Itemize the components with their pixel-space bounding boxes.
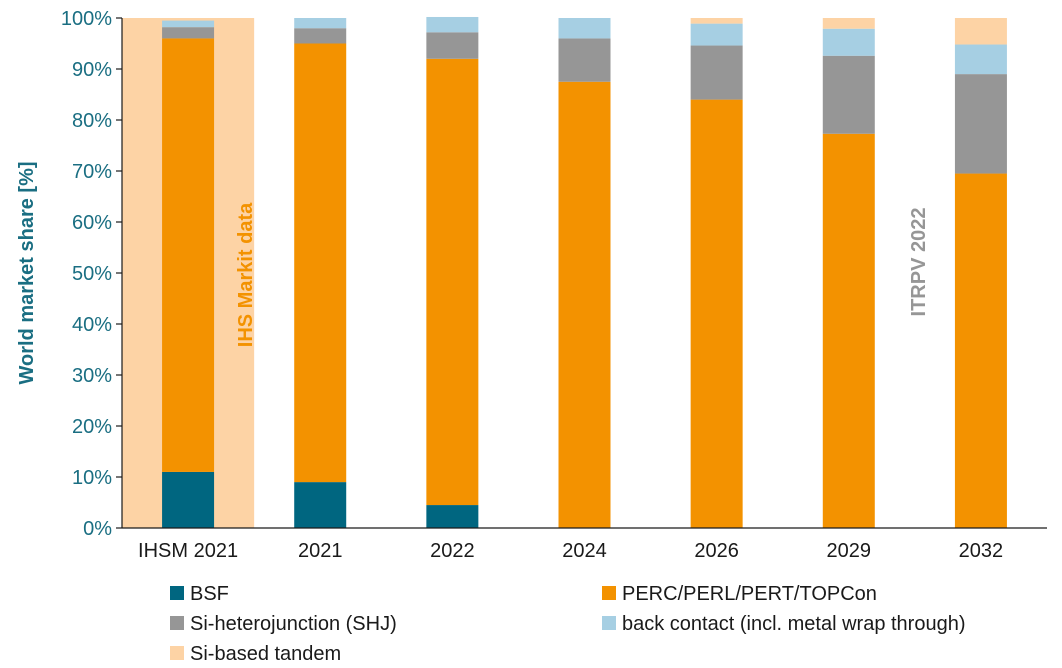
bar-segment	[426, 58, 479, 506]
bar-segment	[690, 18, 743, 24]
bar-segment	[426, 16, 479, 33]
bar-segment	[690, 99, 743, 528]
legend: BSF PERC/PERL/PERT/TOPCon Si-heterojunctio…	[170, 583, 966, 665]
x-tick-label: 2029	[827, 540, 872, 562]
legend-swatch	[170, 646, 184, 660]
y-tick-label: 20%	[72, 416, 112, 438]
legend-swatch	[170, 586, 184, 600]
legend-label: PERC/PERL/PERT/TOPCon	[622, 583, 877, 605]
bar-segment	[822, 55, 875, 134]
bar-segment	[954, 74, 1007, 174]
x-tick-label: 2021	[298, 540, 343, 562]
x-tick-label: 2032	[959, 540, 1004, 562]
legend-label: Si-heterojunction (SHJ)	[190, 613, 397, 635]
y-tick-label: 100%	[61, 8, 112, 30]
bar-segment	[294, 18, 347, 29]
bar-segment	[162, 20, 215, 28]
y-tick-label: 60%	[72, 212, 112, 234]
axes-layer	[116, 17, 1047, 529]
bar-segment	[558, 18, 611, 39]
legend-swatch	[602, 616, 616, 630]
legend-label: BSF	[190, 583, 229, 605]
bar-segment	[822, 18, 875, 29]
bar-segment	[162, 471, 215, 528]
bar-segment	[294, 28, 347, 44]
bar-segment	[822, 133, 875, 528]
bar-segment	[162, 27, 215, 39]
bars-layer	[162, 16, 1007, 529]
y-tick-label: 90%	[72, 59, 112, 81]
bar-segment	[954, 44, 1007, 75]
bar-segment	[294, 482, 347, 528]
bar-segment	[558, 81, 611, 528]
x-tick-label: IHSM 2021	[138, 540, 238, 562]
bar-segment	[954, 18, 1007, 45]
bar-segment	[822, 28, 875, 56]
y-tick-label: 80%	[72, 110, 112, 132]
legend-label: Si-based tandem	[190, 643, 341, 665]
annotation-itrpv-2022: ITRPV 2022	[908, 208, 930, 317]
y-tick-label: 70%	[72, 161, 112, 183]
bar-segment	[426, 32, 479, 59]
bar-segment	[162, 18, 215, 21]
bar-segment	[558, 38, 611, 82]
bar-segment	[162, 38, 215, 472]
x-tick-label: 2026	[694, 540, 739, 562]
y-tick-label: 10%	[72, 467, 112, 489]
labels-layer: 0% 10% 20% 30% 40% 50% 60% 70% 80% 90% 100% IHSM 20…	[61, 8, 1003, 562]
annotation-ihs-markit-data: IHS Markit data	[235, 202, 257, 347]
y-tick-label: 50%	[72, 263, 112, 285]
legend-label: back contact (incl. metal wrap through)	[622, 613, 966, 635]
legend-swatch	[602, 586, 616, 600]
x-tick-label: 2024	[562, 540, 607, 562]
x-tick-label: 2022	[430, 540, 475, 562]
legend-swatch	[170, 616, 184, 630]
bar-segment	[954, 173, 1007, 529]
y-tick-label: 40%	[72, 314, 112, 336]
bar-segment	[294, 43, 347, 483]
bar-segment	[426, 505, 479, 528]
bar-segment	[690, 23, 743, 46]
bar-segment	[690, 45, 743, 100]
y-axis-label: World market share [%]	[16, 161, 38, 384]
y-tick-label: 0%	[83, 518, 112, 540]
y-tick-label: 30%	[72, 365, 112, 387]
